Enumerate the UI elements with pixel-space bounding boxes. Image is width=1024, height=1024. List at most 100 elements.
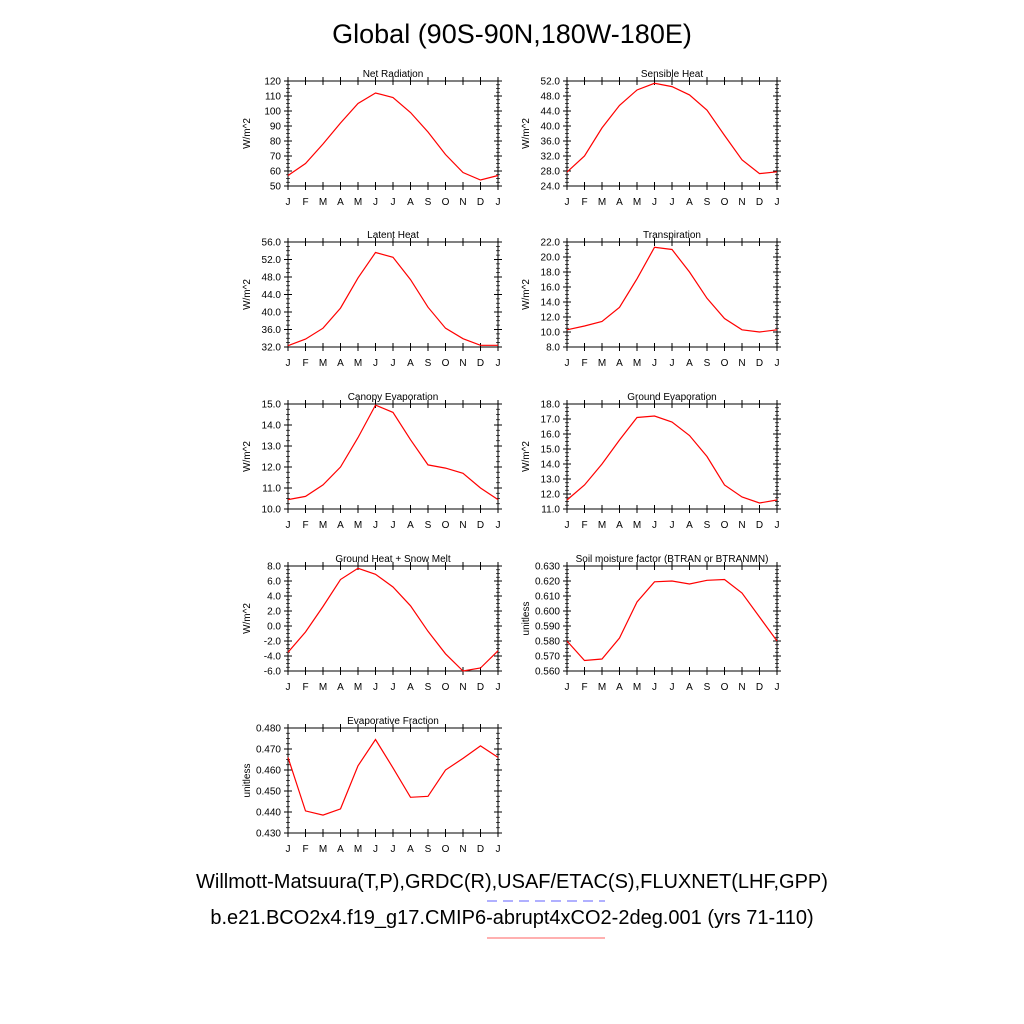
panel-9-xtick-label: S [425,844,432,855]
panel-9-ytick-label: 0.460 [256,766,281,777]
panel-9-xtick-label: J [496,844,501,855]
panel-1-xtick-label: J [373,197,378,208]
panel-2-xtick-label: J [775,197,780,208]
panel-2-ytick-label: 28.0 [541,167,561,178]
panel-4-ytick-label: 18.0 [541,268,561,279]
panel-3-xtick-label: M [354,358,362,369]
panel-5-xtick-label: J [286,520,291,531]
panel-5-ytick-label: 15.0 [262,400,282,411]
panel-9-frame [287,727,499,834]
panel-8-xtick-label: D [756,682,763,693]
panel-8-ytick-label: 0.570 [535,652,560,663]
panel-2-xtick-label: J [565,197,570,208]
panel-4-ytick-label: 10.0 [541,328,561,339]
panel-7-xtick-label: M [354,682,362,693]
panel-7-series-line [287,567,499,672]
panel-7-xtick-label: M [319,682,327,693]
panel-3-series-line [287,251,498,347]
panel-3-xtick-label: D [477,358,484,369]
panel-2-xtick-label: O [721,197,729,208]
panel-4-xtick-label: J [775,358,780,369]
panel-1-ytick-label: 100 [264,107,281,118]
panel-5-ytick-label: 14.0 [262,421,282,432]
panel-6-xtick-label: J [775,520,780,531]
panel-8-xtick-label: S [704,682,711,693]
panel-8-series-line [566,578,778,662]
panel-7-xtick-label: A [337,682,344,693]
panel-3-ytick-label: 44.0 [262,290,282,301]
panel-6-xtick-label: S [704,520,711,531]
panel-5-xtick-label: J [373,520,378,531]
panel-6-xtick-label: J [652,520,657,531]
panel-2-ytick-label: 48.0 [541,92,561,103]
panel-9-ytick-label: 0.480 [256,724,281,735]
panel-6-frame [566,403,778,510]
panel-1-xtick-label: M [354,197,362,208]
panel-3-xtick-label: J [373,358,378,369]
panel-8-xtick-label: F [581,682,587,693]
panel-5-ytick-label: 13.0 [262,442,282,453]
panel-8-ylabel: unitless [521,602,532,636]
panel-8-xtick-label: N [738,682,745,693]
panel-4-xtick-label: N [738,358,745,369]
panel-9-xtick-label: A [337,844,344,855]
panel-3-xtick-label: S [425,358,432,369]
panel-1-ytick-label: 50 [270,182,282,193]
panel-5-xtick-label: J [391,520,396,531]
panel-6-xtick-label: M [598,520,606,531]
panel-2-xtick-label: M [633,197,641,208]
panel-8-xtick-label: A [616,682,623,693]
panel-5-frame [287,403,499,510]
panel-5-ylabel: W/m^2 [242,441,253,472]
panel-4-xtick-label: O [721,358,729,369]
panel-7-xtick-label: S [425,682,432,693]
panel-1-xtick-label: O [442,197,450,208]
panel-1-ytick-label: 110 [265,92,281,103]
panel-6-ytick-label: 11.0 [541,505,560,516]
panel-8-xtick-label: J [775,682,780,693]
panel-3-ytick-label: 48.0 [262,273,282,284]
panel-4-xtick-label: J [670,358,675,369]
legend-label-observations: Willmott-Matsuura(T,P),GRDC(R),USAF/ETAC… [196,871,828,893]
panel-2-xtick-label: A [686,197,693,208]
panel-9-ylabel: unitless [242,764,253,798]
panel-6-title: Ground Evaporation [627,392,717,403]
panel-7-xtick-label: N [459,682,466,693]
panel-9-ytick-label: 0.430 [256,829,281,840]
panel-9-xtick-label: F [302,844,308,855]
panel-5-series-line [287,404,499,501]
panel-4-ytick-label: 22.0 [541,238,561,249]
panel-8-ytick-label: 0.560 [535,667,560,678]
panel-1-ylabel: W/m^2 [242,118,253,149]
panel-8-title: Soil moisture factor (BTRAN or BTRANMN) [576,554,769,565]
panel-5-xtick-label: N [459,520,466,531]
panel-7-ytick-label: 4.0 [267,592,281,603]
panel-6-ytick-label: 13.0 [541,475,561,486]
panel-3-xtick-label: A [407,358,414,369]
panel-6-xtick-label: F [581,520,587,531]
panel-7-ytick-label: -4.0 [264,652,282,663]
panel-4-xtick-label: F [581,358,587,369]
panel-1-xtick-label: M [319,197,327,208]
panel-6-xtick-label: N [738,520,745,531]
panel-8-xtick-label: O [721,682,729,693]
panel-1-xtick-label: F [302,197,308,208]
panel-3-ytick-label: 56.0 [262,238,282,249]
panel-2-ytick-label: 24.0 [541,182,561,193]
panel-8-xtick-label: J [565,682,570,693]
figure-title: Global (90S-90N,180W-180E) [332,19,692,49]
panel-1-xtick-label: J [391,197,396,208]
panel-9-xtick-label: M [354,844,362,855]
panel-9-xtick-label: J [391,844,396,855]
panel-6-ytick-label: 16.0 [541,430,561,441]
panel-3-xtick-label: F [302,358,308,369]
panel-3-title: Latent Heat [367,230,419,241]
panel-7-ytick-label: 2.0 [267,607,281,618]
panel-1-xtick-label: A [407,197,414,208]
panel-7-xtick-label: J [496,682,501,693]
panel-2-ytick-label: 44.0 [541,107,561,118]
panel-8-frame [566,565,778,672]
panel-8-ytick-label: 0.590 [535,622,560,633]
panel-9-ytick-label: 0.470 [256,745,281,756]
